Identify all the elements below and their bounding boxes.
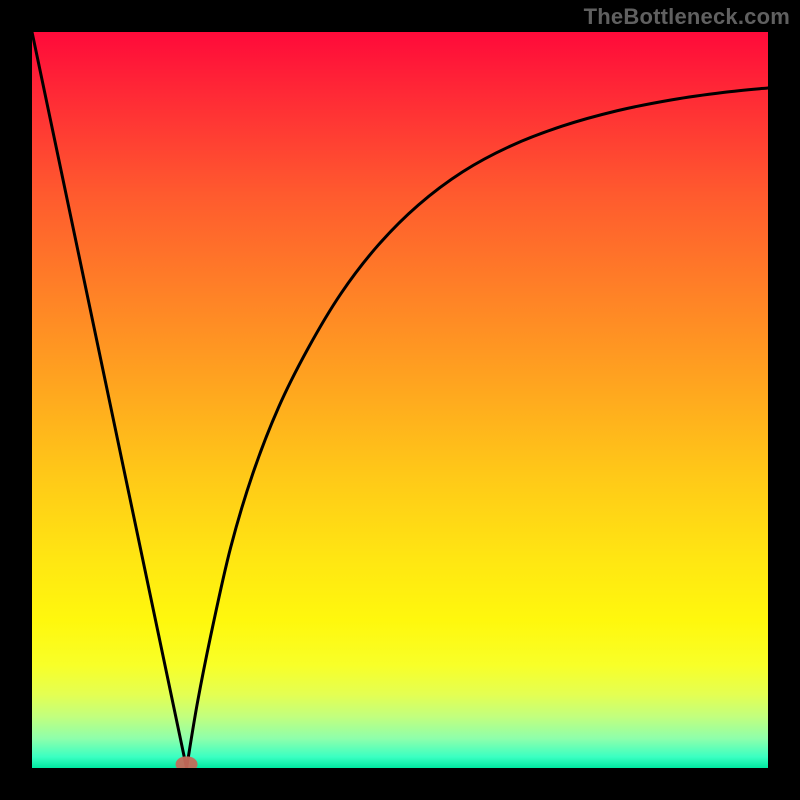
curve-layer xyxy=(32,32,768,768)
chart-container: { "watermark": { "text": "TheBottleneck.… xyxy=(0,0,800,800)
bottleneck-curve xyxy=(32,32,768,768)
optimal-point-marker xyxy=(176,756,198,768)
watermark-text: TheBottleneck.com xyxy=(584,4,790,30)
plot-area xyxy=(32,32,768,768)
